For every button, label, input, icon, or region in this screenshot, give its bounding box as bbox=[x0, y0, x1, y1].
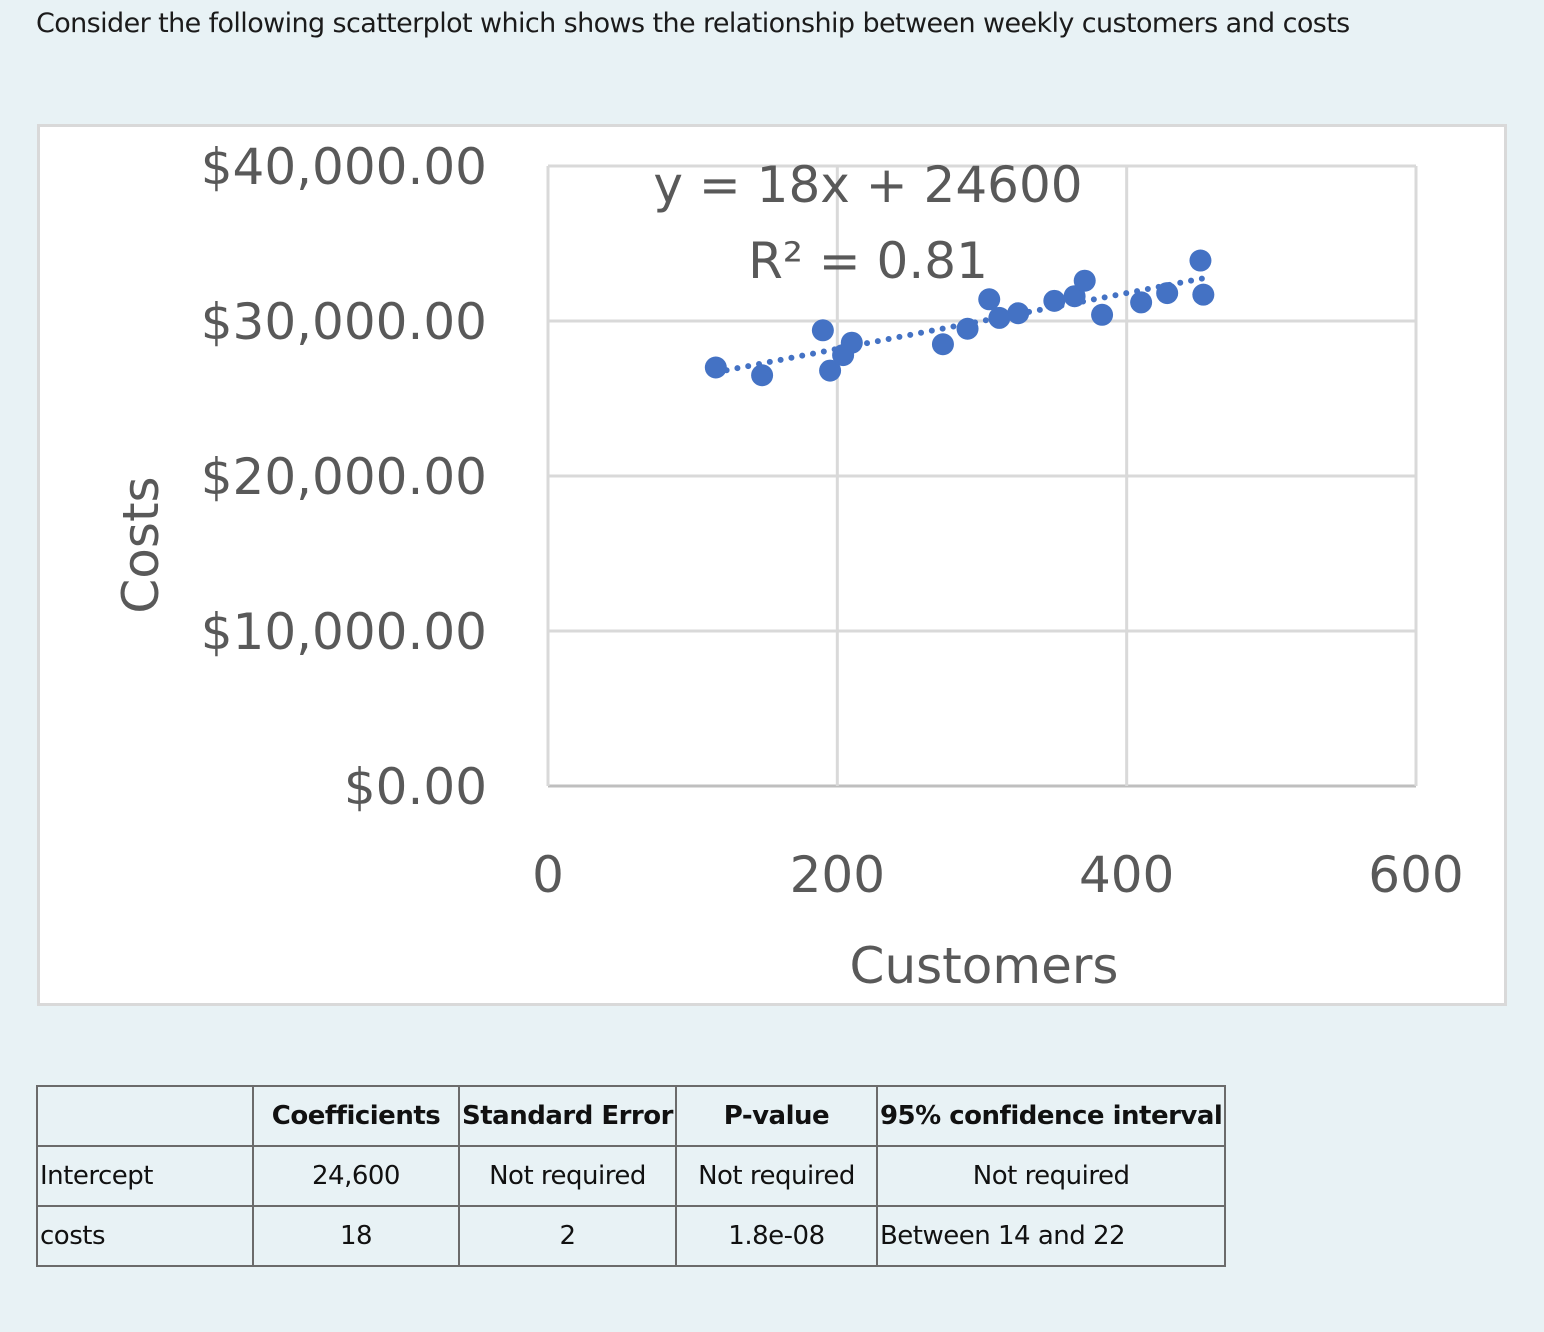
data-point bbox=[751, 364, 774, 387]
y-tick-label: $20,000.00 bbox=[201, 448, 487, 506]
y-axis-title: Costs bbox=[112, 476, 170, 613]
table-cell: 1.8e-08 bbox=[674, 1205, 878, 1267]
x-axis-tick-labels: 0 200 400 600 bbox=[532, 846, 1464, 904]
table-cell: Not required bbox=[875, 1145, 1227, 1207]
table-row: Intercept 24,600 Not required Not requir… bbox=[36, 1145, 1227, 1207]
table-cell: Between 14 and 22 bbox=[875, 1205, 1227, 1267]
row-label: costs bbox=[36, 1205, 254, 1267]
y-axis-tick-labels: $0.00 $10,000.00 $20,000.00 $30,000.00 $40,0… bbox=[201, 138, 487, 816]
data-point bbox=[1063, 285, 1086, 308]
x-tick-label: 200 bbox=[790, 846, 885, 904]
trendline-r-squared: R² = 0.81 bbox=[748, 232, 988, 290]
trendline-equation: y = 18x + 24600 bbox=[653, 156, 1082, 214]
header-cell: Coefficients bbox=[252, 1085, 460, 1147]
table-header-row: Coefficients Standard Error P-value 95% … bbox=[36, 1085, 1227, 1147]
y-tick-label: $40,000.00 bbox=[201, 138, 487, 196]
question-text: Consider the following scatterplot which… bbox=[36, 8, 1350, 39]
x-tick-label: 600 bbox=[1368, 846, 1463, 904]
data-point bbox=[978, 288, 1001, 311]
data-point bbox=[1130, 291, 1153, 314]
table-cell: 2 bbox=[458, 1205, 677, 1267]
table-cell: 18 bbox=[252, 1205, 460, 1267]
data-point bbox=[1073, 269, 1096, 292]
header-cell: P-value bbox=[674, 1085, 878, 1147]
table-cell: 24,600 bbox=[252, 1145, 460, 1207]
x-tick-label: 0 bbox=[532, 846, 564, 904]
data-points bbox=[704, 249, 1215, 387]
row-label: Intercept bbox=[36, 1145, 254, 1207]
data-point bbox=[1192, 283, 1215, 306]
y-tick-label: $30,000.00 bbox=[201, 293, 487, 351]
data-point bbox=[1007, 302, 1030, 325]
data-point bbox=[704, 356, 727, 379]
chart-canvas: $0.00 $10,000.00 $20,000.00 $30,000.00 $40,0… bbox=[112, 138, 1464, 995]
regression-table: Coefficients Standard Error P-value 95% … bbox=[36, 1085, 1227, 1267]
y-tick-label: $0.00 bbox=[344, 758, 487, 816]
data-point bbox=[931, 333, 954, 356]
y-tick-label: $10,000.00 bbox=[201, 603, 487, 661]
chart-gridlines bbox=[546, 164, 1418, 788]
data-point bbox=[1189, 249, 1212, 272]
x-tick-label: 400 bbox=[1079, 846, 1174, 904]
data-point bbox=[819, 359, 842, 382]
table-cell: Not required bbox=[674, 1145, 878, 1207]
data-point bbox=[1156, 282, 1179, 305]
data-point bbox=[811, 319, 834, 342]
data-point bbox=[1043, 289, 1066, 312]
header-cell: 95% confidence interval bbox=[875, 1085, 1227, 1147]
header-cell bbox=[36, 1085, 254, 1147]
scatter-chart: $0.00 $10,000.00 $20,000.00 $30,000.00 $40,0… bbox=[37, 124, 1507, 1006]
data-point bbox=[840, 331, 863, 354]
table-cell: Not required bbox=[458, 1145, 677, 1207]
data-point bbox=[1091, 303, 1114, 326]
table-row: costs 18 2 1.8e-08 Between 14 and 22 bbox=[36, 1205, 1227, 1267]
x-axis-title: Customers bbox=[850, 937, 1119, 995]
data-point bbox=[956, 317, 979, 340]
data-point bbox=[988, 306, 1011, 329]
header-cell: Standard Error bbox=[458, 1085, 677, 1147]
